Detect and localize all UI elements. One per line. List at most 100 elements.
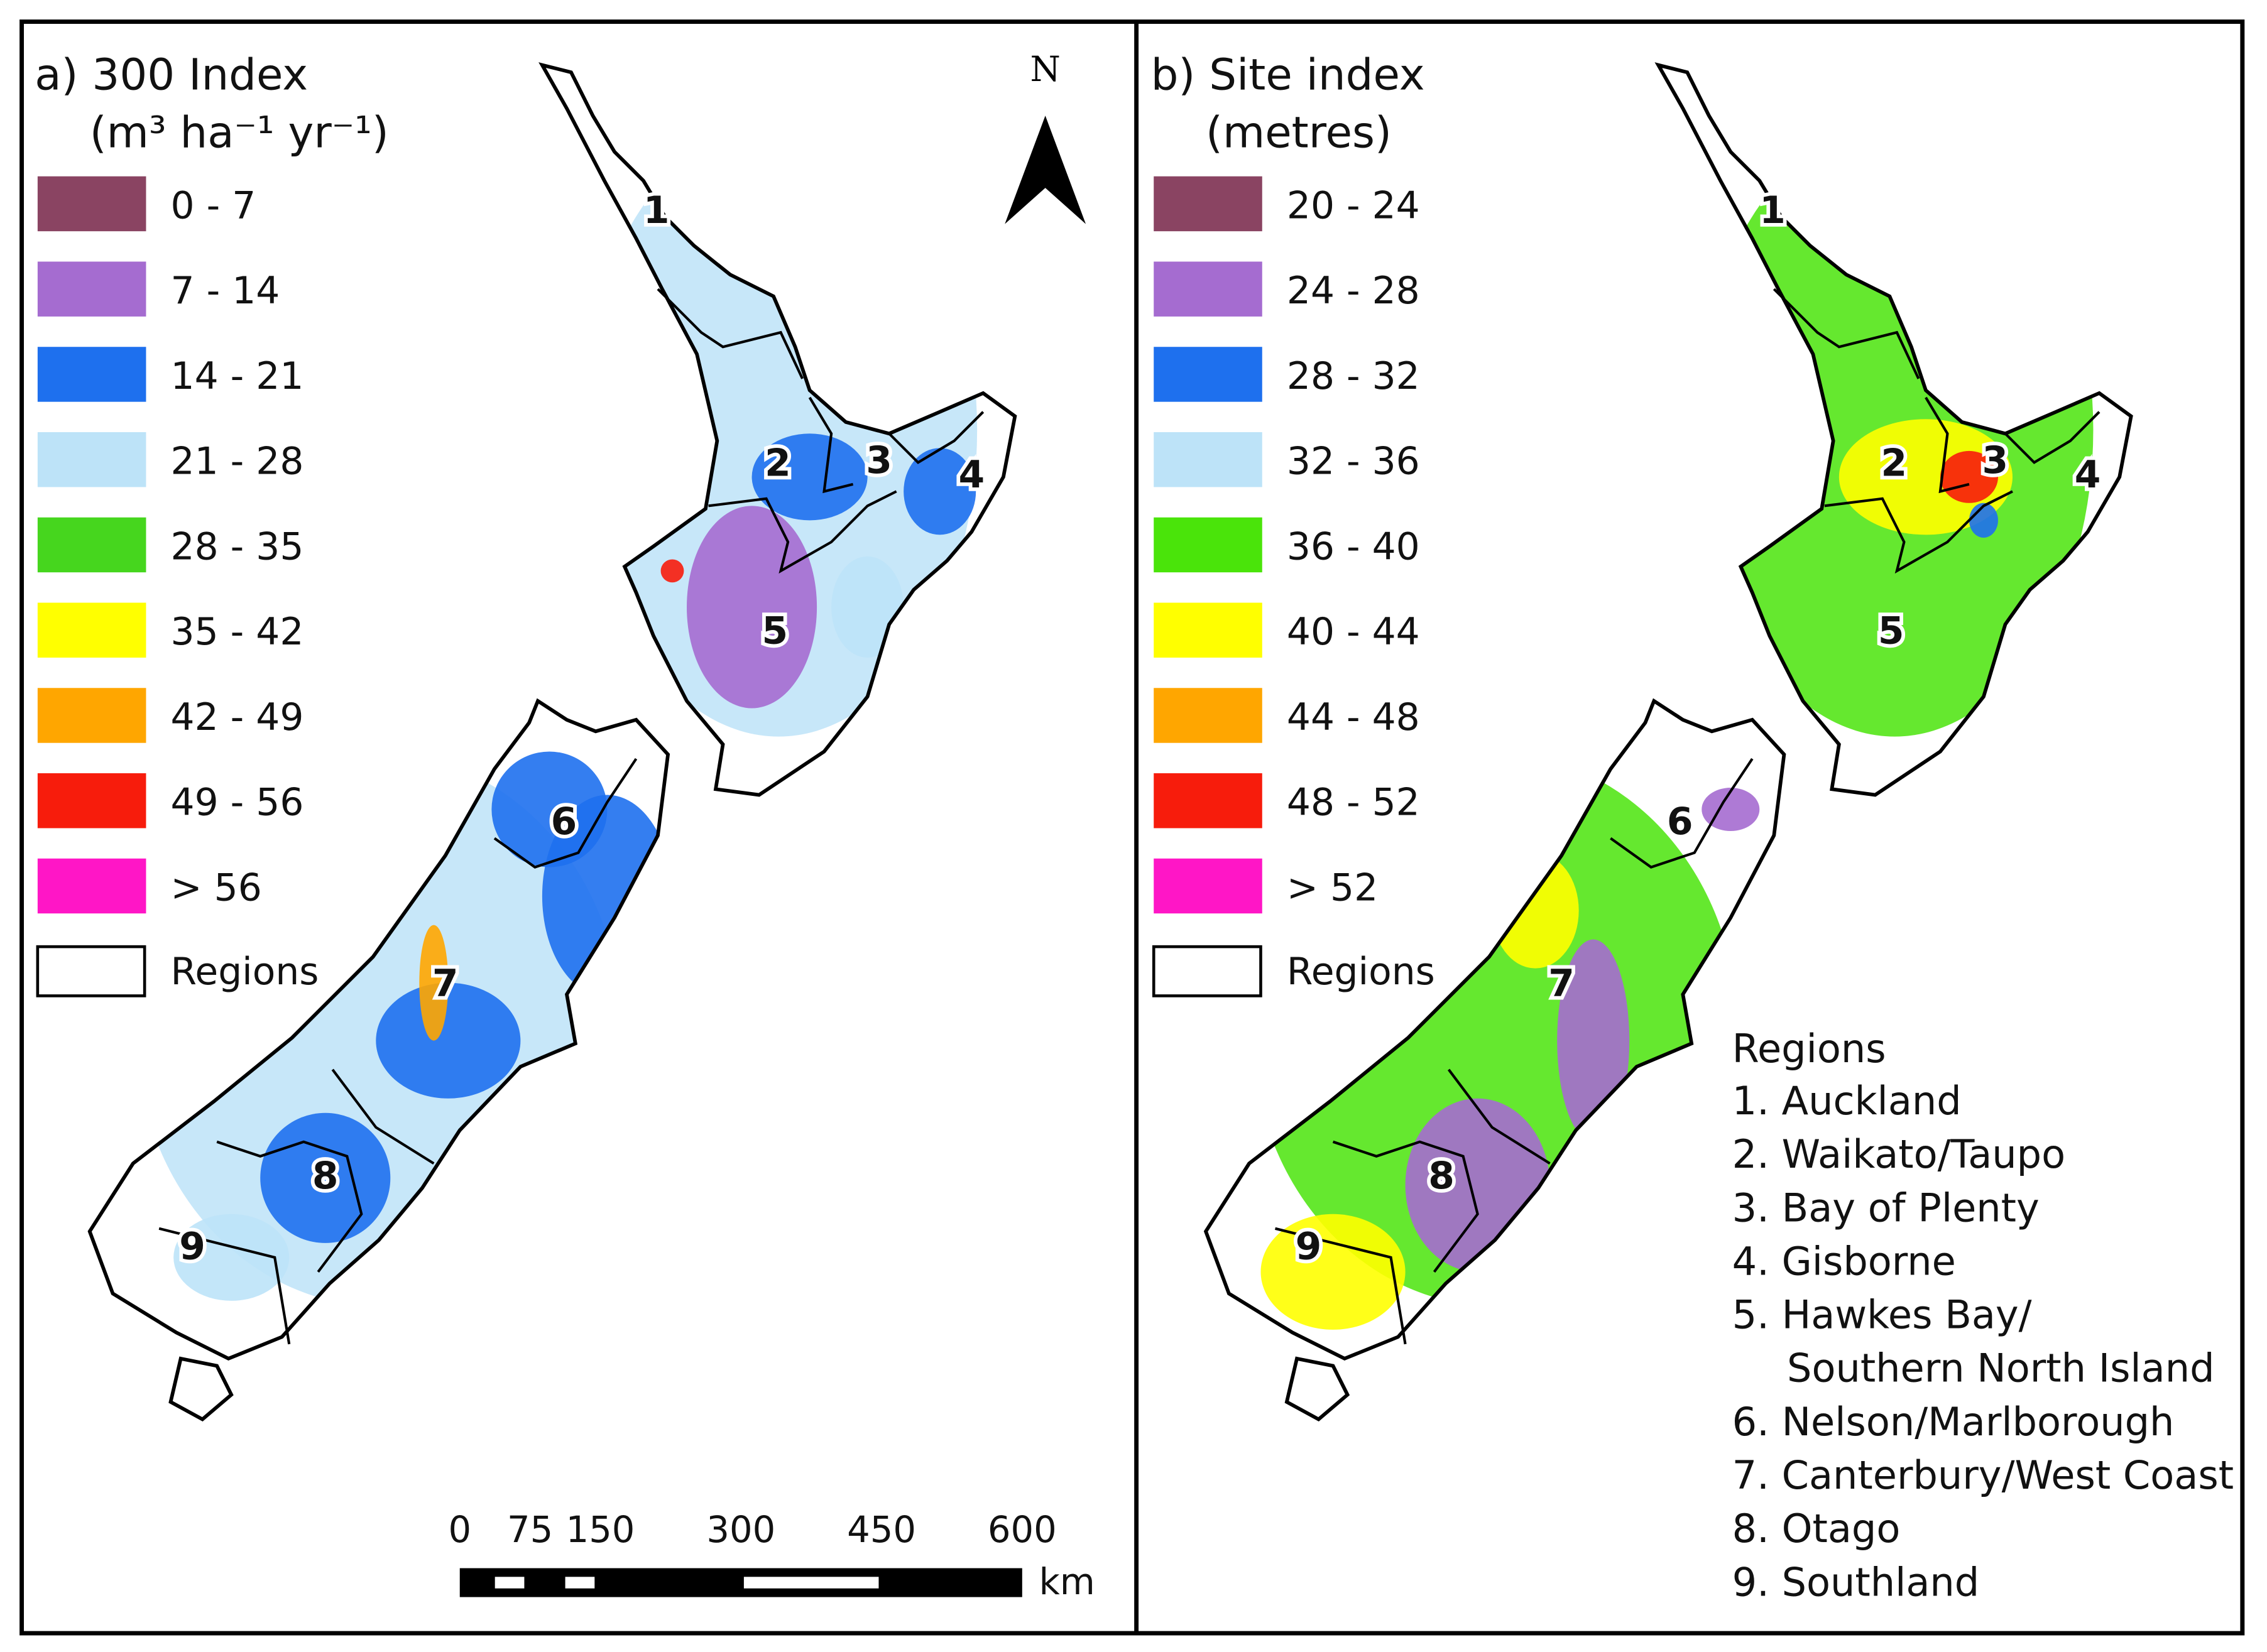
legend-label: 24 - 28 [1287, 269, 1420, 313]
legend-swatch [1154, 347, 1262, 402]
land-patch [1969, 503, 1998, 538]
frame [19, 19, 2245, 1636]
region-boundary [1274, 1227, 1407, 1345]
north-label: N [1030, 50, 1060, 90]
scale-tick-label: 450 [847, 1509, 916, 1551]
legend-label: Regions [171, 950, 319, 994]
region-boundary [1610, 758, 1754, 869]
region-list-item: 6. Nelson/Marlborough [1732, 1399, 2175, 1445]
region-boundary [708, 490, 897, 574]
legend-label: 14 - 21 [171, 354, 304, 398]
north-arrow-head [1005, 116, 1086, 224]
legend-swatch [1154, 517, 1262, 573]
legend-swatch [1154, 602, 1262, 658]
region-list-item: 8. Otago [1732, 1506, 1901, 1551]
scale-tick-label: 300 [706, 1509, 775, 1551]
coastline [538, 62, 1017, 797]
legend-label: > 56 [171, 866, 262, 910]
legend-label: 44 - 48 [1287, 695, 1420, 739]
legend-label: 20 - 24 [1287, 183, 1420, 227]
panel-title: b) Site index [1151, 50, 1425, 101]
land-patch [173, 1214, 290, 1301]
region-boundary [1925, 396, 1970, 494]
legend-label: 42 - 49 [171, 695, 304, 739]
region-list-item: 7. Canterbury/West Coast [1732, 1452, 2234, 1498]
region-boundary [808, 396, 854, 494]
region-boundary [1332, 1140, 1479, 1273]
region-number: 2 [1881, 442, 1907, 486]
land-patch [1838, 419, 2013, 535]
legend-label: 36 - 40 [1287, 524, 1420, 568]
legend-swatch [1154, 858, 1262, 914]
region-number: 8 [312, 1154, 339, 1198]
region-boundary [493, 758, 638, 869]
region-number: 1 [1759, 188, 1786, 232]
region-boundary [331, 1068, 435, 1165]
legend-label: 35 - 42 [171, 610, 304, 654]
region-number: 9 [179, 1225, 205, 1269]
coastline [168, 1356, 234, 1422]
coastline [1284, 1356, 1350, 1422]
scale-tick-label: 150 [566, 1509, 635, 1551]
coastline [1203, 698, 1786, 1361]
legend-swatch [37, 176, 146, 232]
legend-label: > 52 [1287, 866, 1378, 910]
scale-bar: 0 75 150 300 450 600 km [448, 1509, 1095, 1603]
region-number: 1 [643, 188, 670, 232]
region-list-title: Regions [1732, 1026, 1886, 1072]
legend-swatch [37, 261, 146, 317]
region-boundary [1447, 1068, 1551, 1165]
region-number: 3 [866, 438, 892, 482]
legend-label: Regions [1287, 950, 1435, 994]
scale-segment [565, 1577, 595, 1589]
legend-swatch [36, 945, 146, 997]
region-number: 5 [762, 609, 789, 653]
coastline [1654, 62, 2133, 797]
legend-label: 40 - 44 [1287, 610, 1420, 654]
north-arrow: N [1005, 50, 1086, 224]
legend-label: 28 - 32 [1287, 354, 1420, 398]
land-patch [1702, 788, 1760, 832]
legend-swatch [1152, 945, 1262, 997]
region-number: 2 [765, 442, 791, 486]
land-patch [491, 751, 608, 867]
land-patch [687, 506, 817, 709]
region-number: 5 [1878, 609, 1904, 653]
land-patch [904, 448, 976, 535]
region-number: 3 [1982, 438, 2009, 482]
scale-tick-label: 0 [448, 1509, 471, 1551]
land-patch [376, 982, 521, 1099]
legend-label: 21 - 28 [171, 440, 304, 484]
region-list-item: 4. Gisborne [1732, 1238, 1956, 1284]
region-boundary [657, 288, 804, 379]
legend-label: 32 - 36 [1287, 440, 1420, 484]
scale-tick-label: 75 [507, 1509, 553, 1551]
legend-label: 0 - 7 [171, 183, 256, 227]
legend-swatch [1154, 688, 1262, 743]
land-patch [660, 559, 684, 583]
scale-bar-body [459, 1568, 1022, 1597]
panel-subtitle: (m³ ha⁻¹ yr⁻¹) [90, 108, 389, 158]
legend-swatch [1154, 176, 1262, 232]
region-list-item: 3. Bay of Plenty [1732, 1185, 2040, 1231]
region-number: 9 [1296, 1225, 1322, 1269]
scale-segment [743, 1577, 879, 1589]
region-list-item: Southern North Island [1787, 1345, 2215, 1391]
legend-swatch [37, 773, 146, 829]
land-patch [419, 925, 449, 1041]
region-boundary [216, 1140, 363, 1273]
region-number: 7 [1548, 962, 1575, 1006]
region-boundary [1773, 288, 1920, 379]
region-number: 8 [1428, 1154, 1455, 1198]
coastline [87, 698, 670, 1361]
region-number: 6 [1667, 800, 1693, 844]
region-list-item: 5. Hawkes Bay/ [1732, 1292, 2032, 1338]
scale-segment [494, 1577, 525, 1589]
land-patch [751, 433, 868, 521]
legend-swatch [37, 602, 146, 658]
legend-swatch [37, 517, 146, 573]
region-list-item: 9. Southland [1732, 1559, 1980, 1605]
region-boundary [2004, 411, 2100, 464]
panel-subtitle: (metres) [1206, 108, 1392, 158]
